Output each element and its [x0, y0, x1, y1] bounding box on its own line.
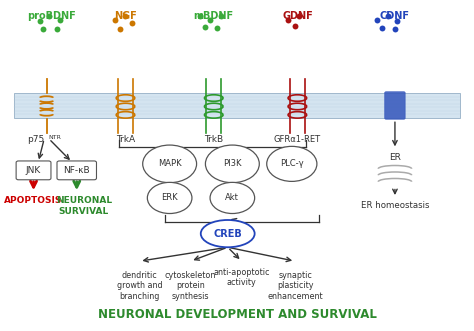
Point [111, 18, 118, 23]
Bar [14, 93, 460, 118]
Point [196, 14, 204, 19]
Circle shape [205, 145, 259, 183]
Point [45, 14, 53, 19]
Point [214, 25, 221, 30]
Point [201, 24, 209, 29]
Text: GDNF: GDNF [282, 12, 313, 22]
Text: TrkB: TrkB [204, 134, 223, 144]
Text: p75: p75 [27, 134, 44, 144]
Text: ER homeostasis: ER homeostasis [361, 201, 429, 210]
Text: MAPK: MAPK [158, 160, 182, 168]
Point [374, 18, 381, 23]
Point [284, 17, 292, 22]
Text: NTR: NTR [49, 134, 62, 140]
Text: NEURONAL
SURVIVAL: NEURONAL SURVIVAL [55, 196, 112, 216]
FancyBboxPatch shape [385, 92, 405, 119]
Text: NF-κB: NF-κB [64, 166, 90, 175]
Point [36, 19, 44, 24]
Text: CDNF: CDNF [380, 12, 410, 22]
Point [291, 24, 299, 29]
Point [206, 18, 214, 23]
Point [217, 14, 225, 19]
Ellipse shape [201, 220, 255, 247]
Text: PI3K: PI3K [223, 160, 242, 168]
Text: JNK: JNK [26, 166, 41, 175]
Circle shape [267, 146, 317, 181]
Point [54, 26, 61, 31]
Point [116, 26, 124, 31]
Text: NGF: NGF [114, 12, 137, 22]
Text: anti-apoptotic
activity: anti-apoptotic activity [213, 268, 270, 287]
Text: GFRα1-RET: GFRα1-RET [274, 134, 321, 144]
Point [384, 14, 392, 19]
FancyBboxPatch shape [16, 161, 51, 180]
Text: cytoskeleton
protein
synthesis: cytoskeleton protein synthesis [165, 271, 216, 301]
Point [393, 19, 401, 24]
Point [391, 26, 399, 31]
Text: dendritic
growth and
branching: dendritic growth and branching [117, 271, 162, 301]
Point [295, 14, 302, 19]
Text: PLC-γ: PLC-γ [280, 160, 304, 168]
Point [378, 25, 386, 30]
Circle shape [210, 182, 255, 213]
Text: proBDNF: proBDNF [27, 12, 75, 22]
Circle shape [143, 145, 197, 183]
Text: ERK: ERK [161, 193, 178, 203]
Text: mBDNF: mBDNF [194, 12, 234, 22]
Text: ER: ER [389, 153, 401, 162]
Point [128, 21, 137, 26]
Point [57, 18, 64, 23]
Text: synaptic
plasticity
enhancement: synaptic plasticity enhancement [267, 271, 323, 301]
Text: APOPTOSIS: APOPTOSIS [4, 196, 63, 205]
Text: TrkA: TrkA [116, 134, 135, 144]
Text: CREB: CREB [213, 229, 242, 239]
Text: Akt: Akt [226, 193, 239, 203]
Point [39, 26, 46, 31]
Circle shape [147, 182, 192, 213]
FancyBboxPatch shape [57, 161, 97, 180]
Text: NEURONAL DEVELOPMENT AND SURVIVAL: NEURONAL DEVELOPMENT AND SURVIVAL [98, 307, 376, 320]
Point [121, 14, 128, 19]
